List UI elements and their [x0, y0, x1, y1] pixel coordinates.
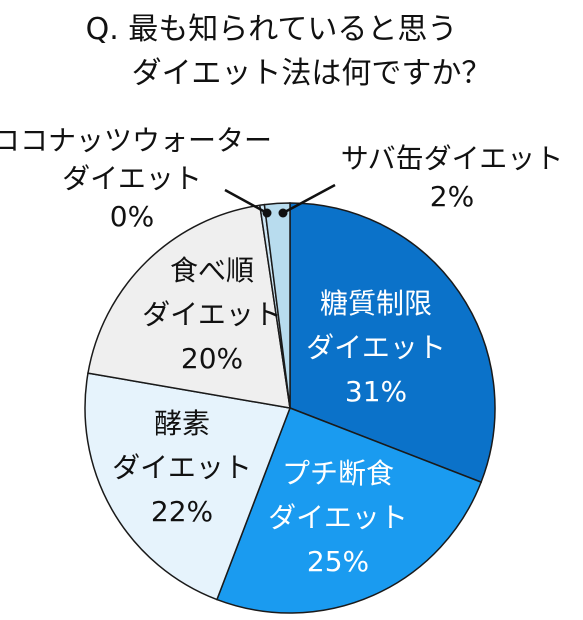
slice-label: プチ断食 [282, 457, 394, 490]
pie-slice [289, 202, 496, 484]
leader-line [282, 183, 336, 215]
slice-label: ダイエット [142, 298, 282, 331]
slice-label: 糖質制限 [320, 287, 432, 320]
slice-label: サバ缶ダイエット [341, 142, 564, 175]
pie-slice [263, 202, 291, 409]
slice-value-label: 2% [430, 180, 474, 213]
leader-line [224, 188, 268, 215]
slice-label: ダイエット [62, 162, 202, 195]
slice-label: 酵素 [154, 407, 210, 440]
pie-slice [215, 407, 483, 614]
slice-label: ココナッツウォーター [0, 124, 272, 157]
slice-value-label: 31% [345, 375, 407, 408]
pie-slice [84, 372, 292, 601]
leader-dot [262, 208, 272, 218]
slice-label: ダイエット [306, 331, 446, 364]
slice-label: 食べ順 [170, 254, 254, 287]
slice-label: ダイエット [268, 501, 408, 534]
chart-title-line-2: ダイエット法は何ですか？ [131, 56, 492, 91]
chart-title-line-1: Q. 最も知られていると思う [85, 12, 458, 47]
slice-value-label: 0% [110, 200, 154, 233]
pie-slice [87, 204, 291, 409]
slice-value-label: 25% [307, 545, 369, 578]
slice-value-label: 20% [181, 342, 243, 375]
chart-title: Q. 最も知られていると思う ダイエット法は何ですか？ [0, 8, 583, 96]
slice-value-label: 22% [151, 495, 213, 528]
slice-label: ダイエット [112, 451, 252, 484]
leader-dot [278, 208, 288, 218]
